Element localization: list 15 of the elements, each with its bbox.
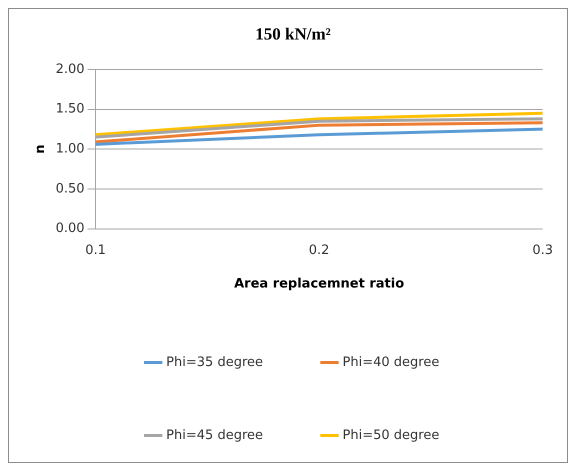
y-tick-label: 0.00 (56, 221, 85, 236)
x-tick-label: 0.1 (85, 242, 106, 258)
y-axis-title: n (33, 144, 48, 154)
x-axis-title: Area replacemnet ratio (234, 276, 404, 292)
legend-label: Phi=35 degree (166, 354, 264, 370)
y-tick-label: 0.50 (56, 181, 85, 196)
y-tick-label: 1.50 (56, 102, 85, 117)
legend-label: Phi=50 degree (342, 428, 440, 443)
x-tick-label: 0.2 (308, 242, 330, 258)
legend-label: Phi=45 degree (166, 428, 264, 443)
x-tick-label: 0.3 (532, 242, 554, 258)
legend-label: Phi=40 degree (342, 354, 440, 370)
y-tick-label: 1.00 (56, 141, 85, 156)
chart-title: 150 kN/m² (255, 24, 331, 44)
y-tick-label: 2.00 (56, 62, 85, 77)
